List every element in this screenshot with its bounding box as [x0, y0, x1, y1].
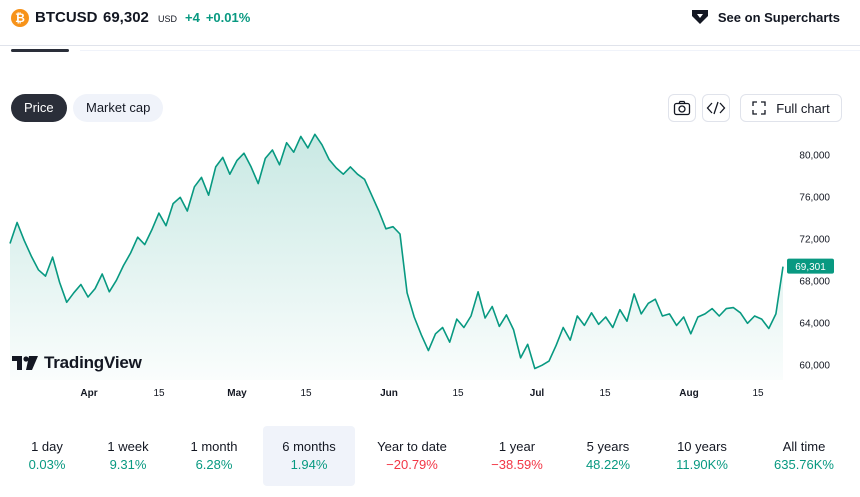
- period-label: 10 years: [677, 439, 727, 454]
- last-price-main: 69,302: [103, 9, 149, 26]
- supercharts-icon: [691, 10, 708, 24]
- active-tab-indicator: [11, 49, 69, 52]
- period-tab-1[interactable]: 1 week 9.31%: [90, 426, 166, 486]
- y-tick-label: 68,000: [799, 276, 830, 287]
- period-tab-6[interactable]: 5 years 48.22%: [573, 426, 643, 486]
- last-value-badge: [787, 258, 834, 274]
- price-change-abs: +4: [185, 10, 200, 25]
- y-tick-label: 72,000: [799, 234, 830, 245]
- period-label: Year to date: [377, 439, 447, 454]
- x-tick-label: 15: [300, 388, 312, 399]
- y-tick-label: 60,000: [799, 360, 830, 371]
- header-divider: [0, 45, 860, 46]
- period-tab-5[interactable]: 1 year −38.59%: [482, 426, 552, 486]
- x-tick-label: 15: [153, 388, 165, 399]
- period-change-value: 635.76K%: [774, 457, 834, 472]
- currency-label: USD: [158, 14, 178, 24]
- see-on-supercharts-label: See on Supercharts: [717, 9, 840, 25]
- fullscreen-icon: [752, 101, 766, 115]
- period-change-value: 6.28%: [195, 457, 233, 472]
- embed-code-icon: [706, 101, 726, 115]
- tab-divider: [80, 50, 860, 51]
- symbol-header: ₿ BTCUSD 69,302 USD +4 +0.01% See on Supe…: [0, 0, 860, 40]
- period-change-value: 0.03%: [28, 457, 66, 472]
- x-tick-label: 15: [599, 388, 611, 399]
- x-tick-label: 15: [452, 388, 464, 399]
- price-chart[interactable]: 80,000 76,000 72,000 68,000 64,000 60,000 69,3…: [0, 128, 860, 406]
- period-tab-4[interactable]: Year to date −20.79%: [364, 426, 460, 486]
- price-toggle-button[interactable]: Price: [11, 94, 67, 122]
- period-tab-2[interactable]: 1 month 6.28%: [172, 426, 256, 486]
- market-cap-toggle-button[interactable]: Market cap: [73, 94, 164, 122]
- period-label: 6 months: [282, 439, 336, 454]
- x-tick-label: Aug: [679, 388, 698, 399]
- period-label: 1 year: [498, 439, 536, 454]
- embed-button[interactable]: [702, 94, 730, 122]
- period-change-value: 9.31%: [109, 457, 147, 472]
- period-label: 1 day: [31, 439, 63, 454]
- symbol-name: BTCUSD: [35, 9, 98, 26]
- period-change-value: −38.59%: [491, 457, 543, 472]
- price-line: [9, 133, 784, 370]
- period-label: 1 month: [190, 439, 238, 454]
- period-tab-8[interactable]: All time 635.76K%: [759, 426, 849, 486]
- y-tick-label: 80,000: [799, 150, 830, 161]
- period-change-value: 48.22%: [585, 457, 631, 472]
- price-change: +4 +0.01%: [185, 10, 256, 25]
- period-tab-3[interactable]: 6 months 1.94%: [263, 426, 355, 486]
- full-chart-button[interactable]: Full chart: [740, 94, 842, 122]
- x-tick-label: 15: [752, 388, 764, 399]
- period-change-value: 1.94%: [290, 457, 328, 472]
- period-change-value: 11.90K%: [676, 457, 728, 472]
- tradingview-icon: [12, 356, 38, 370]
- price-change-pct: +0.01%: [205, 10, 251, 25]
- snapshot-button[interactable]: [668, 94, 696, 122]
- last-price: 69,302: [103, 9, 149, 26]
- bitcoin-logo-icon: ₿: [11, 9, 29, 27]
- period-label: All time: [782, 439, 826, 454]
- last-value-label: 69,301: [795, 262, 826, 273]
- tradingview-label: TradingView: [44, 353, 142, 372]
- x-tick-label: May: [227, 388, 247, 399]
- period-tab-0[interactable]: 1 day 0.03%: [12, 426, 82, 486]
- price-area-fill: [10, 134, 783, 380]
- period-label: 1 week: [107, 439, 149, 454]
- period-label: 5 years: [586, 439, 630, 454]
- period-tab-7[interactable]: 10 years 11.90K%: [662, 426, 742, 486]
- full-chart-label: Full chart: [776, 100, 830, 116]
- period-selector: 1 day 0.03% 1 week 9.31% 1 month 6.28% 6 month…: [0, 426, 860, 486]
- x-tick-label: Apr: [80, 388, 97, 399]
- period-change-value: −20.79%: [386, 457, 438, 472]
- y-tick-label: 64,000: [799, 318, 830, 329]
- y-tick-label: 76,000: [799, 192, 830, 203]
- x-tick-label: Jul: [530, 388, 545, 399]
- tradingview-logo: TradingView: [12, 353, 142, 373]
- see-on-supercharts-link[interactable]: See on Supercharts: [690, 9, 840, 25]
- x-tick-label: Jun: [380, 388, 398, 399]
- camera-icon: [673, 100, 691, 116]
